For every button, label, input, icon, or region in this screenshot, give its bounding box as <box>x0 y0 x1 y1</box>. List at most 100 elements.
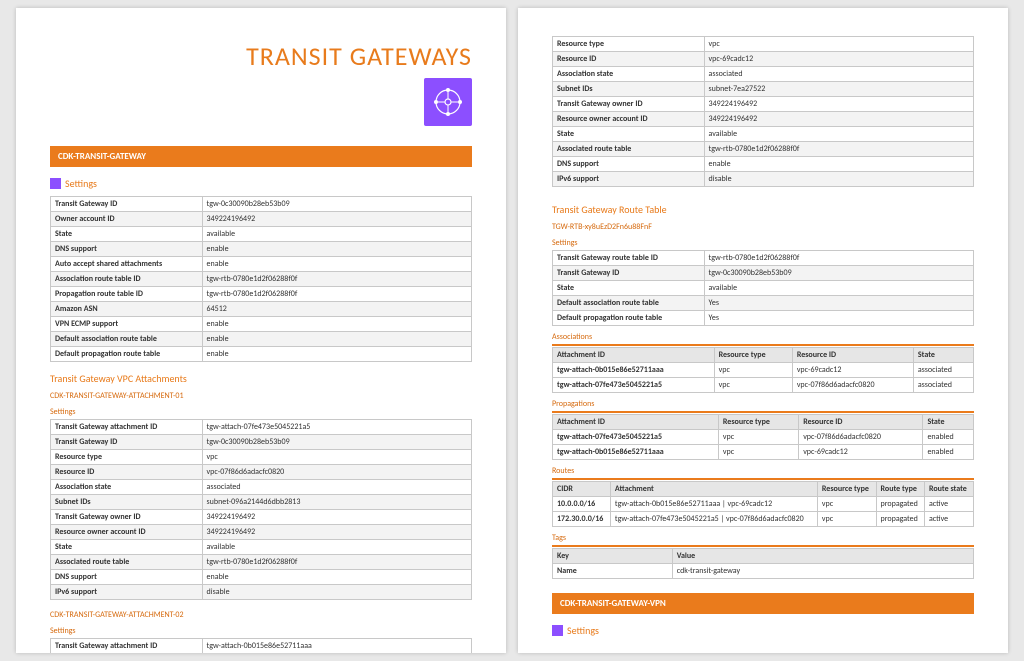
kv-value: 349224196492 <box>704 112 973 127</box>
kv-key: DNS support <box>553 157 705 172</box>
cell: vpc-07f86d6adacfc0820 <box>799 430 923 445</box>
kv-key: Transit Gateway route table ID <box>553 251 705 266</box>
section-bar-vpn: CDK-TRANSIT-GATEWAY-VPN <box>552 593 974 614</box>
cell: tgw-attach-07fe473e5045221a5 | vpc-07f86… <box>610 512 817 527</box>
kv-key: Owner account ID <box>51 212 203 227</box>
kv-value: 64512 <box>202 302 471 317</box>
attachment-1-settings-label: Settings <box>50 407 472 417</box>
cell: vpc-69cadc12 <box>799 445 923 460</box>
attachment-2-cont-table: Resource typevpcResource IDvpc-69cadc12A… <box>552 36 974 187</box>
section-bar-cdk-tgw: CDK-TRANSIT-GATEWAY <box>50 146 472 167</box>
tags-table: KeyValueNamecdk-transit-gateway <box>552 548 974 579</box>
cell: tgw-attach-0b015e86e52711aaa <box>553 363 715 378</box>
cell: active <box>924 512 973 527</box>
cell: vpc <box>718 430 798 445</box>
kv-value: tgw-rtb-0780e1d2f06288f0f <box>202 555 471 570</box>
cell: vpc <box>718 445 798 460</box>
kv-value: enable <box>704 157 973 172</box>
attachment-2-table: Transit Gateway attachment IDtgw-attach-… <box>50 638 472 653</box>
kv-key: Associated route table <box>51 555 203 570</box>
page-2: Resource typevpcResource IDvpc-69cadc12A… <box>518 8 1008 653</box>
cell: propagated <box>876 512 924 527</box>
kv-key: Resource owner account ID <box>51 525 203 540</box>
route-table-heading: Transit Gateway Route Table <box>552 203 974 216</box>
cell: vpc-07f86d6adacfc0820 <box>792 378 913 393</box>
col-header: Route state <box>924 482 973 497</box>
col-header: Resource ID <box>792 348 913 363</box>
cell: propagated <box>876 497 924 512</box>
route-table-settings-label: Settings <box>552 238 974 248</box>
cell: 172.30.0.0/16 <box>553 512 611 527</box>
col-header: Attachment ID <box>553 348 715 363</box>
kv-value: vpc <box>202 450 471 465</box>
vpn-settings-label: Settings <box>567 624 599 637</box>
kv-key: Transit Gateway ID <box>51 197 203 212</box>
settings-heading: Settings <box>50 177 472 190</box>
col-header: CIDR <box>553 482 611 497</box>
cell: cdk-transit-gateway <box>672 564 973 579</box>
kv-value: Yes <box>704 296 973 311</box>
kv-value: tgw-rtb-0780e1d2f06288f0f <box>202 287 471 302</box>
kv-value: tgw-rtb-0780e1d2f06288f0f <box>704 251 973 266</box>
attachment-1-name: CDK-TRANSIT-GATEWAY-ATTACHMENT-01 <box>50 391 472 401</box>
attachment-2-settings-label: Settings <box>50 626 472 636</box>
kv-key: Association route table ID <box>51 272 203 287</box>
kv-value: tgw-rtb-0780e1d2f06288f0f <box>704 142 973 157</box>
kv-key: Resource ID <box>51 465 203 480</box>
col-header: Key <box>553 549 673 564</box>
page-1: TRANSIT GATEWAYS CDK-TRANSIT-GATEWAY Set… <box>16 8 506 653</box>
kv-key: State <box>553 281 705 296</box>
kv-key: Association state <box>553 67 705 82</box>
kv-key: Subnet IDs <box>553 82 705 97</box>
route-table-name: TGW-RTB-xy8uEzD2Fn6u88FnF <box>552 222 974 232</box>
kv-value: tgw-rtb-0780e1d2f06288f0f <box>202 272 471 287</box>
kv-value: available <box>202 540 471 555</box>
col-header: Attachment ID <box>553 415 719 430</box>
routes-table: CIDRAttachmentResource typeRoute typeRou… <box>552 481 974 527</box>
col-header: Resource type <box>714 348 792 363</box>
kv-key: Amazon ASN <box>51 302 203 317</box>
kv-value: tgw-0c30090b28eb53b09 <box>202 435 471 450</box>
kv-key: State <box>51 227 203 242</box>
cell: vpc <box>817 512 876 527</box>
kv-key: Default association route table <box>553 296 705 311</box>
col-header: State <box>923 415 974 430</box>
kv-key: Default propagation route table <box>553 311 705 326</box>
kv-value: tgw-0c30090b28eb53b09 <box>704 266 973 281</box>
kv-key: Transit Gateway attachment ID <box>51 639 203 654</box>
cell: 10.0.0.0/16 <box>553 497 611 512</box>
kv-key: Resource type <box>553 37 705 52</box>
associations-label: Associations <box>552 332 974 342</box>
kv-value: available <box>704 281 973 296</box>
kv-key: Subnet IDs <box>51 495 203 510</box>
col-header: State <box>913 348 973 363</box>
kv-key: Transit Gateway ID <box>51 435 203 450</box>
settings-table: Transit Gateway IDtgw-0c30090b28eb53b09O… <box>50 196 472 362</box>
kv-key: Association state <box>51 480 203 495</box>
vpn-settings-heading: Settings <box>552 624 974 637</box>
kv-key: Default association route table <box>51 332 203 347</box>
kv-value: enable <box>202 242 471 257</box>
kv-value: 349224196492 <box>202 212 471 227</box>
title-icon-wrap <box>50 78 472 126</box>
col-header: Route type <box>876 482 924 497</box>
cell: tgw-attach-07fe473e5045221a5 <box>553 430 719 445</box>
associations-table: Attachment IDResource typeResource IDSta… <box>552 347 974 393</box>
settings-icon <box>552 625 563 636</box>
kv-value: subnet-096a2144d6dbb2813 <box>202 495 471 510</box>
cell: vpc <box>817 497 876 512</box>
kv-key: Auto accept shared attachments <box>51 257 203 272</box>
settings-rows: Transit Gateway IDtgw-0c30090b28eb53b09O… <box>51 197 472 362</box>
cell: enabled <box>923 430 974 445</box>
kv-value: 349224196492 <box>202 510 471 525</box>
kv-value: tgw-0c30090b28eb53b09 <box>202 197 471 212</box>
kv-key: State <box>553 127 705 142</box>
kv-value: associated <box>704 67 973 82</box>
col-header: Resource type <box>817 482 876 497</box>
kv-value: 349224196492 <box>202 525 471 540</box>
kv-value: enable <box>202 332 471 347</box>
kv-value: vpc-07f86d6adacfc0820 <box>202 465 471 480</box>
col-header: Attachment <box>610 482 817 497</box>
propagations-label: Propagations <box>552 399 974 409</box>
kv-key: IPv6 support <box>51 585 203 600</box>
